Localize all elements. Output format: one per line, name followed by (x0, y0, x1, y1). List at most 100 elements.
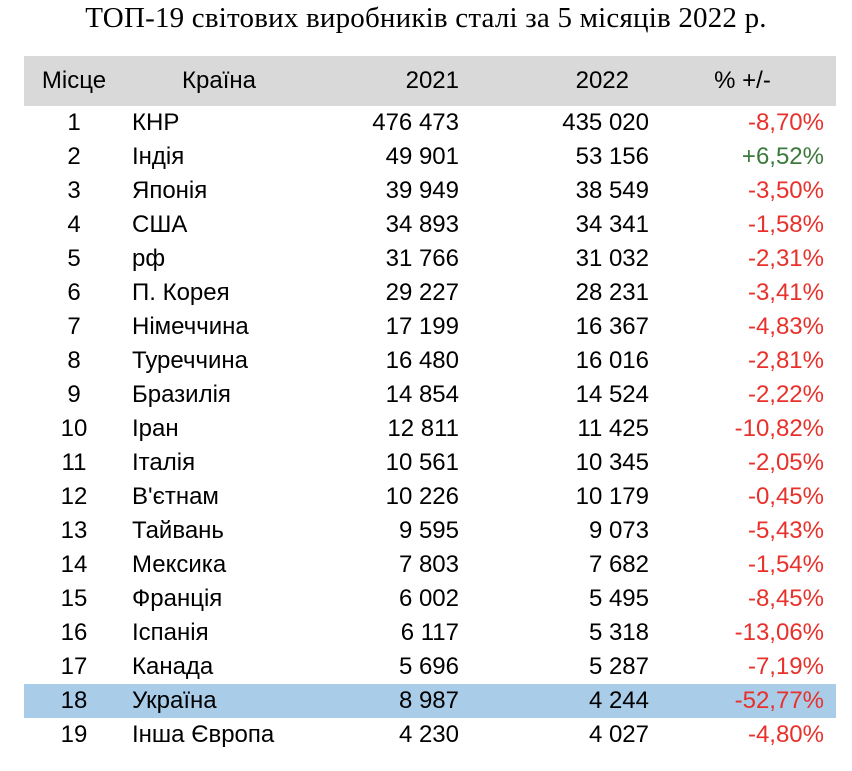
cell-2022: 31 032 (575, 245, 649, 272)
table-row: 14 Мексика 7 803 7 682 -1,54% (24, 548, 836, 582)
cell-change: -1,58% (747, 211, 824, 238)
cell-change: -52,77% (734, 687, 824, 714)
cell-country: Іспанія (132, 619, 209, 646)
cell-2021: 8 987 (398, 687, 459, 714)
cell-change: -0,45% (747, 483, 824, 510)
table-row: 18 Україна 8 987 4 244 -52,77% (24, 684, 836, 718)
cell-2021: 49 901 (385, 143, 459, 170)
cell-country: Індія (132, 143, 185, 170)
table-title: ТОП-19 світових виробників сталі за 5 мі… (85, 2, 767, 34)
cell-2022: 10 179 (575, 483, 649, 510)
steel-producers-table: Місце Країна 2021 2022 % +/- 1 КНР 476 473… (24, 56, 836, 752)
cell-country: Україна (132, 687, 217, 714)
table-row: 13 Тайвань 9 595 9 073 -5,43% (24, 514, 836, 548)
cell-change: -2,81% (747, 347, 824, 374)
cell-rank: 16 (60, 619, 88, 646)
cell-change: -2,05% (747, 449, 824, 476)
cell-2022: 4 244 (588, 687, 649, 714)
cell-change: -4,80% (747, 721, 824, 748)
cell-2021: 31 766 (385, 245, 459, 272)
table-row: 7 Німеччина 17 199 16 367 -4,83% (24, 310, 836, 344)
cell-rank: 6 (67, 279, 81, 306)
cell-country: Іран (132, 415, 179, 442)
cell-2022: 38 549 (575, 177, 649, 204)
cell-country: Тайвань (132, 517, 224, 544)
cell-rank: 18 (60, 687, 88, 714)
cell-rank: 17 (60, 653, 88, 680)
cell-change: -10,82% (734, 415, 824, 442)
cell-2021: 12 811 (387, 415, 459, 442)
cell-2022: 7 682 (588, 551, 649, 578)
cell-country: Мексика (132, 551, 227, 578)
table-row: 8 Туреччина 16 480 16 016 -2,81% (24, 344, 836, 378)
cell-country: Інша Європа (132, 721, 275, 748)
cell-2021: 39 949 (385, 177, 459, 204)
cell-rank: 5 (67, 245, 81, 272)
cell-change: -2,31% (747, 245, 824, 272)
cell-change: -1,54% (747, 551, 824, 578)
cell-country: В'єтнам (132, 483, 219, 510)
cell-2021: 10 561 (385, 449, 459, 476)
cell-2022: 5 318 (588, 619, 649, 646)
table-row: 9 Бразилія 14 854 14 524 -2,22% (24, 378, 836, 412)
cell-country: Туреччина (132, 347, 248, 374)
column-header-country: Країна (182, 67, 256, 94)
table-row: 19 Інша Європа 4 230 4 027 -4,80% (24, 718, 836, 752)
cell-rank: 14 (60, 551, 88, 578)
column-header-change: % +/- (714, 67, 771, 94)
cell-rank: 15 (60, 585, 88, 612)
cell-country: Франція (132, 585, 223, 612)
cell-change: +6,52% (741, 143, 824, 170)
cell-change: -3,41% (747, 279, 824, 306)
cell-2021: 9 595 (398, 517, 459, 544)
column-header-rank: Місце (41, 67, 107, 94)
cell-2022: 4 027 (588, 721, 649, 748)
cell-2022: 16 367 (575, 313, 649, 340)
table-header-row: Місце Країна 2021 2022 % +/- (24, 56, 836, 106)
cell-country: П. Корея (132, 279, 230, 306)
cell-rank: 9 (67, 381, 81, 408)
table-row: 10 Іран 12 811 11 425 -10,82% (24, 412, 836, 446)
table-row: 3 Японія 39 949 38 549 -3,50% (24, 174, 836, 208)
cell-rank: 10 (60, 415, 88, 442)
column-header-2022: 2022 (575, 67, 629, 94)
cell-2021: 14 854 (385, 381, 459, 408)
cell-2022: 28 231 (575, 279, 649, 306)
cell-rank: 3 (67, 177, 81, 204)
table-row: 2 Індія 49 901 53 156 +6,52% (24, 140, 836, 174)
cell-2022: 34 341 (575, 211, 649, 238)
cell-2021: 476 473 (372, 109, 459, 136)
cell-country: рф (132, 245, 166, 272)
table-row: 12 В'єтнам 10 226 10 179 -0,45% (24, 480, 836, 514)
cell-2022: 5 287 (588, 653, 649, 680)
cell-change: -7,19% (747, 653, 824, 680)
cell-country: США (132, 211, 188, 238)
cell-2021: 34 893 (385, 211, 459, 238)
cell-change: -8,45% (747, 585, 824, 612)
cell-rank: 19 (60, 721, 88, 748)
cell-country: Італія (132, 449, 196, 476)
cell-2021: 5 696 (398, 653, 459, 680)
cell-rank: 7 (67, 313, 81, 340)
cell-2022: 435 020 (562, 109, 649, 136)
cell-2022: 16 016 (575, 347, 649, 374)
cell-2022: 14 524 (575, 381, 649, 408)
column-header-2021: 2021 (405, 67, 459, 94)
cell-change: -13,06% (734, 619, 824, 646)
table-row: 15 Франція 6 002 5 495 -8,45% (24, 582, 836, 616)
cell-2021: 6 002 (398, 585, 459, 612)
cell-2021: 4 230 (398, 721, 459, 748)
table-row: 17 Канада 5 696 5 287 -7,19% (24, 650, 836, 684)
cell-2022: 53 156 (575, 143, 649, 170)
table-row: 4 США 34 893 34 341 -1,58% (24, 208, 836, 242)
cell-2021: 29 227 (385, 279, 459, 306)
cell-country: Японія (132, 177, 208, 204)
cell-rank: 12 (60, 483, 88, 510)
table-row: 6 П. Корея 29 227 28 231 -3,41% (24, 276, 836, 310)
cell-2021: 6 117 (400, 619, 459, 646)
cell-change: -4,83% (747, 313, 824, 340)
cell-change: -2,22% (747, 381, 824, 408)
table-row: 1 КНР 476 473 435 020 -8,70% (24, 106, 836, 140)
table-row: 11 Італія 10 561 10 345 -2,05% (24, 446, 836, 480)
cell-rank: 2 (67, 143, 81, 170)
